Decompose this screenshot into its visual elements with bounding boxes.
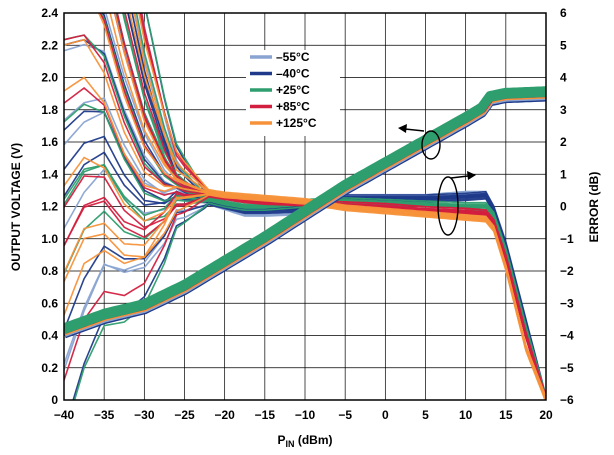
y2-tick-label: −2 xyxy=(560,264,574,278)
legend-label: +85°C xyxy=(276,100,310,114)
arrow-left-icon xyxy=(398,124,407,133)
y2-tick-label: 3 xyxy=(560,103,567,117)
x-tick-label: 5 xyxy=(422,408,429,422)
y-tick-label: 2.4 xyxy=(41,6,58,20)
error-callout xyxy=(437,171,476,236)
y2-tick-label: 1 xyxy=(560,167,567,181)
y2-tick-label: 2 xyxy=(560,135,567,149)
plot-frame xyxy=(63,12,547,401)
y-tick-label: 2.0 xyxy=(41,71,58,85)
y-tick-label: 0.2 xyxy=(41,361,58,375)
error-curve xyxy=(64,156,546,400)
y-tick-label: 0.4 xyxy=(41,329,58,343)
y2-tick-label: −4 xyxy=(560,329,574,343)
y-tick-label: 1.4 xyxy=(41,167,58,181)
y2-tick-label: 4 xyxy=(560,71,567,85)
legend-label: +125°C xyxy=(276,116,317,130)
y2-tick-label: −5 xyxy=(560,361,574,375)
annotations xyxy=(398,124,476,236)
y2-tick-label: 5 xyxy=(560,38,567,52)
output-voltage-callout xyxy=(398,124,441,160)
y-tick-label: 1.8 xyxy=(41,103,58,117)
error-bundle xyxy=(64,13,546,400)
x-tick-label: 10 xyxy=(459,408,473,422)
callout-ellipse xyxy=(437,176,459,236)
y2-tick-labels: −6 −5 −4 −3 −2 −1 0 1 2 3 4 5 6 xyxy=(560,6,574,407)
legend-label: –40°C xyxy=(276,67,310,81)
x-tick-label: −10 xyxy=(295,408,316,422)
error-curve xyxy=(138,13,546,398)
y-tick-labels: 0 0.2 0.4 0.6 0.8 1.0 1.2 1.4 1.6 1.8 2.0 2.2 2.4 xyxy=(41,6,58,407)
x-axis-title: PIN (dBm) xyxy=(277,433,332,449)
x-tick-label: −5 xyxy=(338,408,352,422)
legend-label: +25°C xyxy=(276,83,310,97)
y2-axis-title: ERROR (dB) xyxy=(587,172,601,243)
callout-ellipse xyxy=(421,130,441,160)
y-tick-label: 1.0 xyxy=(41,232,58,246)
x-tick-labels: −40 −35 −30 −25 −20 −15 −10 −5 0 5 10 15 20 xyxy=(54,408,553,422)
output-voltage-curve xyxy=(64,90,546,334)
x-tick-label: 15 xyxy=(499,408,513,422)
y-tick-label: 0.8 xyxy=(41,264,58,278)
arrow-right-icon xyxy=(467,171,476,180)
y-tick-label: 0 xyxy=(51,393,58,407)
curves xyxy=(64,13,546,400)
callout-arrow-line xyxy=(404,128,425,132)
x-tick-label: −20 xyxy=(214,408,235,422)
error-curve xyxy=(133,13,546,399)
x-tick-label: −35 xyxy=(94,408,115,422)
x-tick-label: 20 xyxy=(539,408,553,422)
y2-tick-label: −1 xyxy=(560,232,574,246)
x-tick-label: −25 xyxy=(174,408,195,422)
y2-tick-label: 0 xyxy=(560,200,567,214)
legend-label: –55°C xyxy=(276,50,310,64)
x-tick-label: −40 xyxy=(54,408,75,422)
x-tick-label: −30 xyxy=(134,408,155,422)
y2-tick-label: −3 xyxy=(560,296,574,310)
y-tick-label: 2.2 xyxy=(41,38,58,52)
y2-tick-label: 6 xyxy=(560,6,567,20)
x-tick-label: 0 xyxy=(382,408,389,422)
error-curve xyxy=(64,194,546,400)
callout-arrow-line xyxy=(450,175,469,179)
x-tick-label: −15 xyxy=(255,408,276,422)
y-tick-label: 0.6 xyxy=(41,296,58,310)
y-tick-label: 1.6 xyxy=(41,135,58,149)
y-tick-label: 1.2 xyxy=(41,200,58,214)
legend: –55°C –40°C +25°C +85°C +125°C xyxy=(246,50,340,136)
error-curve xyxy=(114,13,546,400)
y2-tick-label: −6 xyxy=(560,393,574,407)
y-axis-title: OUTPUT VOLTAGE (V) xyxy=(9,143,23,271)
